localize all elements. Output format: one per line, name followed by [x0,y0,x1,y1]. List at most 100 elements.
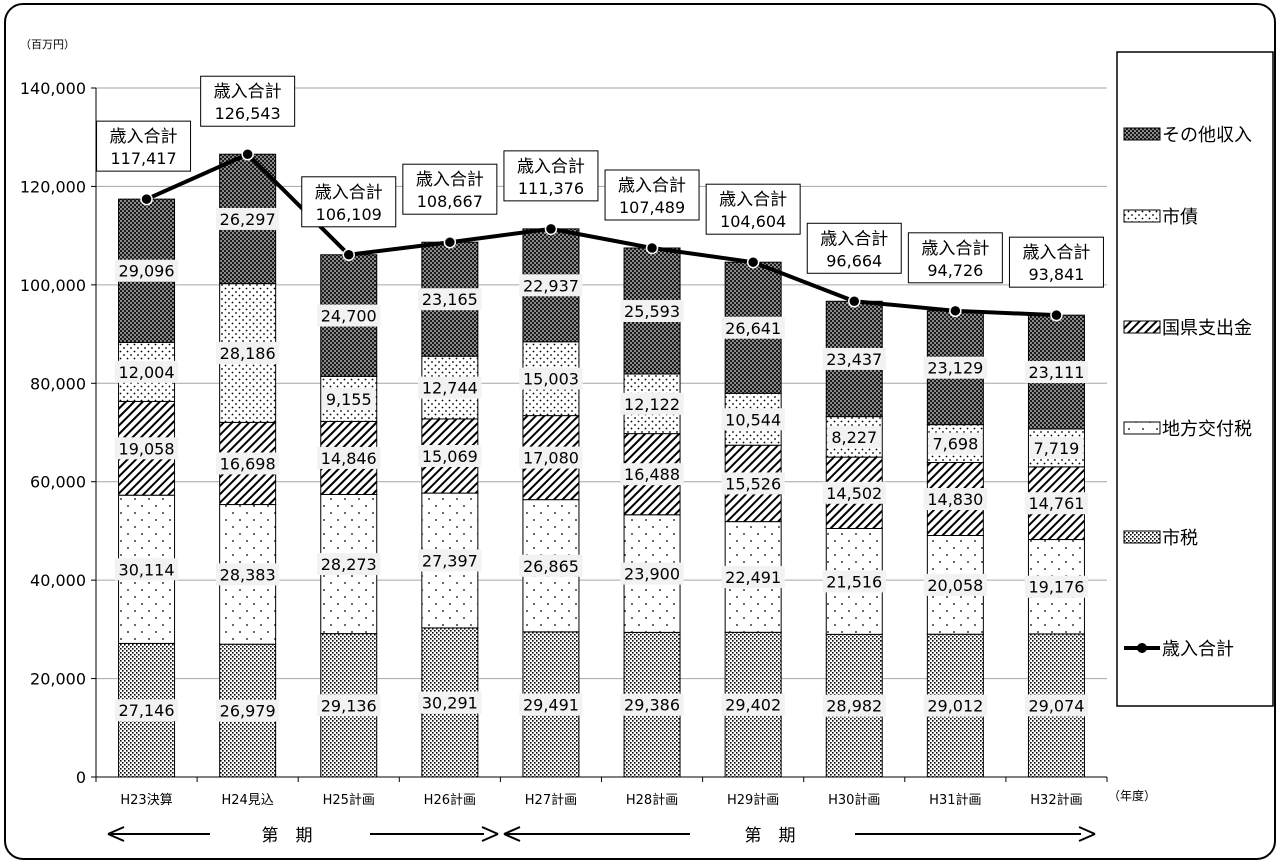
total-series-point [746,255,760,269]
segment-label-bg [519,554,583,577]
segment-label: 29,074 [1028,696,1084,715]
segment-label: 22,491 [725,568,781,587]
segment-label: 26,297 [220,210,276,229]
total-box [503,150,599,202]
segment-label: 14,846 [321,449,377,468]
segment-label-bg [721,408,785,431]
y-tick-label: 120,000 [20,177,86,196]
total-box-title: 歳入合計 [517,157,585,177]
segment-label-bg [923,573,987,596]
segment-label: 28,982 [826,697,882,716]
y-tick-label: 100,000 [20,276,86,295]
segment-label: 23,111 [1028,363,1084,382]
segment-label-bg [620,562,684,585]
total-box-value: 117,417 [110,149,176,168]
segment-label: 12,744 [422,379,478,398]
x-tick-label: H23決算 [120,793,172,808]
segment-label: 23,437 [826,350,882,369]
segment-label-bg [317,553,381,576]
segment-label: 19,058 [119,439,175,458]
segment-label-bg [1024,575,1089,598]
segment-label-bg [721,693,785,716]
total-box-value: 108,667 [417,192,483,211]
total-box-value: 107,489 [619,198,685,217]
segment-label-bg [418,549,482,572]
segment-label: 29,386 [624,696,680,715]
segment-label: 22,937 [523,276,579,295]
legend-label: 市債 [1162,207,1198,228]
total-box-title: 歳入合計 [315,183,383,203]
segment-label-bg [928,432,983,455]
segment-label: 29,491 [523,695,579,714]
segment-label-bg [114,437,179,460]
legend-swatch [1123,530,1161,544]
segment-label-bg [418,691,482,714]
total-series-point [140,192,153,206]
total-series-point [645,241,659,255]
segment-label: 17,080 [523,449,579,468]
x-unit-label: （年度） [1108,788,1156,803]
axes [95,88,1108,782]
segment-label-bg [1029,436,1084,459]
segment-label: 23,900 [624,565,680,584]
segment-label-bg [317,446,381,469]
segment-label: 29,096 [119,262,175,281]
segment-label: 24,700 [321,307,377,326]
total-box [604,169,700,221]
period-arrow-head-left [107,826,125,842]
x-tick-label: H29計画 [727,792,779,808]
segment-label: 27,146 [119,701,175,720]
segment-label: 8,227 [831,428,877,447]
segment-label-bg [216,342,280,365]
segment-label: 28,383 [220,565,276,584]
segment-label: 14,761 [1028,494,1084,513]
total-box-title: 歳入合計 [618,176,686,196]
segment-label-bg [317,304,381,327]
segment-label-bg [418,376,482,399]
segment-label-bg [519,367,583,390]
segment-label: 29,402 [725,696,781,715]
x-tick-label: H24見込 [221,793,273,808]
segment-label: 21,516 [826,572,882,591]
total-series-point [342,248,355,262]
segment-label-bg [519,693,583,716]
total-box [705,183,801,235]
total-series-point [443,235,457,249]
segment-label-bg [321,387,376,410]
total-box-title: 歳入合計 [416,170,484,190]
segment-label: 26,641 [725,319,781,338]
legend-marker-swatch [1137,643,1147,653]
segment-label-bg [114,259,179,282]
total-box [96,120,192,172]
total-box-title: 歳入合計 [719,190,787,210]
segment-label-bg [620,693,684,716]
x-tick-label: H27計画 [525,792,577,808]
segment-label-bg [721,472,785,495]
segment-label-bg [923,694,987,717]
period-arrow-head-right [481,826,499,842]
total-box-title: 歳入合計 [1022,243,1090,263]
total-box [402,163,498,215]
total-box-value: 104,604 [720,212,786,231]
legend-swatch [1123,320,1161,334]
segment-label-bg [114,360,179,383]
segment-label: 12,004 [119,363,175,382]
legend-label: 国県支出金 [1162,318,1252,339]
y-tick-label: 140,000 [20,79,86,98]
segment-label: 15,526 [725,474,781,493]
segment-label: 23,165 [422,290,478,309]
segment-label: 29,136 [321,696,377,715]
segment-label-bg [923,488,987,511]
segment-label-bg [721,316,785,339]
total-series-point [949,304,962,318]
segment-label: 15,003 [523,370,579,389]
total-box-title: 歳入合計 [214,82,282,102]
legend-label: 市税 [1162,528,1198,549]
segment-label: 10,544 [725,410,781,429]
segment-label: 7,698 [932,435,978,454]
legend-box [1116,51,1274,707]
legend-swatch [1123,127,1161,141]
outer-border [4,3,1276,860]
